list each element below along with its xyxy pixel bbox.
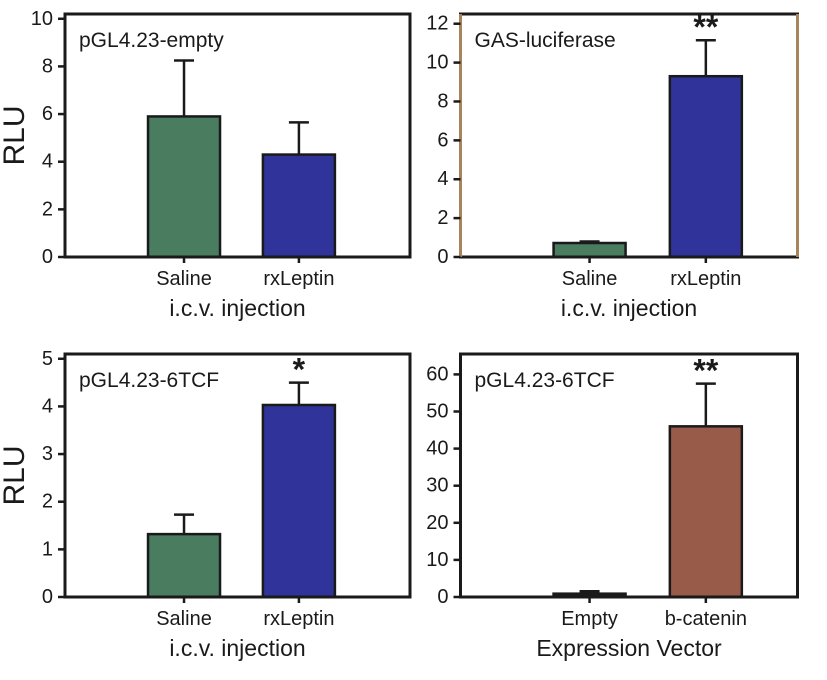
x-category-label: Saline: [562, 268, 618, 290]
x-axis-title: i.c.v. injection: [561, 295, 697, 321]
y-tick-label: 4: [42, 151, 53, 173]
bar-chart-pgl423-6tcf-vector: ** 0 10 20 30 40 50 60 Empty b-catenin pGL4.23-6TC…: [426, 352, 799, 661]
bar-saline: [552, 241, 627, 259]
x-category-label: Saline: [156, 608, 212, 630]
y-tick-label: 2: [437, 207, 448, 229]
y-tick-label: 10: [426, 549, 448, 571]
bar-rxleptin: [261, 153, 337, 259]
y-tick-label: 6: [437, 129, 448, 151]
bar-rxleptin: [668, 74, 744, 259]
panel-top-right-gas-luciferase: ** 0 2 4 6 8 10 12 Saline rxLeptin GAS-luciferase i…: [413, 0, 827, 340]
panel-bottom-left-pgl423-6tcf: * 0 1 2 3 4 5 Saline rxLeptin pGL4.23-6TCF i.c.v. …: [0, 340, 413, 680]
bar-b-catenin: [668, 425, 744, 599]
y-tick-label: 2: [42, 198, 53, 220]
y-tick-label: 0: [42, 246, 53, 268]
y-tick-label: 20: [426, 512, 448, 534]
y-tick-label: 0: [437, 586, 448, 608]
bar-chart-pgl423-empty: 0 2 4 6 8 10 Saline rxLeptin pGL4.23-empty i.c.v.…: [0, 8, 412, 321]
y-axis-title: RLU: [0, 105, 31, 165]
bar-rxleptin: [261, 403, 337, 599]
bar-saline: [146, 532, 222, 599]
y-tick-label: 50: [426, 401, 448, 423]
y-tick-label: 2: [42, 491, 53, 513]
bar-chart-pgl423-6tcf-icv: * 0 1 2 3 4 5 Saline rxLeptin pGL4.23-6TCF i.c.v. …: [0, 348, 412, 661]
y-tick-label: 3: [42, 443, 53, 465]
x-axis-title: i.c.v. injection: [169, 635, 305, 661]
y-tick-label: 40: [426, 438, 448, 460]
y-axis-title: RLU: [0, 445, 31, 505]
panel-bottom-right-pgl423-6tcf: ** 0 10 20 30 40 50 60 Empty b-catenin pGL4.23-6TC…: [413, 340, 827, 680]
y-tick-label: 1: [42, 538, 53, 560]
panel-title: GAS-luciferase: [475, 29, 616, 52]
x-category-label: rxLeptin: [670, 268, 741, 290]
bar-saline: [146, 115, 222, 259]
y-tick-label: 4: [437, 168, 448, 190]
x-category-label: b-catenin: [665, 608, 747, 630]
significance-marker: *: [293, 352, 306, 388]
panel-top-left-pgl423-empty: 0 2 4 6 8 10 Saline rxLeptin pGL4.23-empty i.c.v.…: [0, 0, 413, 340]
y-tick-label: 10: [426, 52, 448, 74]
y-tick-label: 8: [42, 55, 53, 77]
x-category-label: rxLeptin: [263, 268, 334, 290]
y-tick-label: 10: [31, 8, 53, 30]
x-category-label: rxLeptin: [263, 608, 334, 630]
x-axis-title: i.c.v. injection: [169, 295, 305, 321]
y-tick-label: 0: [437, 246, 448, 268]
panel-title: pGL4.23-6TCF: [79, 369, 219, 392]
x-category-label: Saline: [156, 268, 212, 290]
y-tick-label: 8: [437, 90, 448, 112]
y-tick-label: 30: [426, 475, 448, 497]
y-tick-label: 60: [426, 363, 448, 385]
significance-marker: **: [693, 353, 718, 389]
x-axis-title: Expression Vector: [536, 635, 722, 661]
y-tick-label: 6: [42, 103, 53, 125]
y-tick-label: 4: [42, 395, 53, 417]
y-tick-label: 5: [42, 348, 53, 370]
panel-title: pGL4.23-empty: [79, 29, 224, 52]
x-category-label: Empty: [561, 608, 618, 630]
y-tick-label: 12: [426, 13, 448, 35]
y-tick-label: 0: [42, 586, 53, 608]
panel-title: pGL4.23-6TCF: [475, 369, 615, 392]
